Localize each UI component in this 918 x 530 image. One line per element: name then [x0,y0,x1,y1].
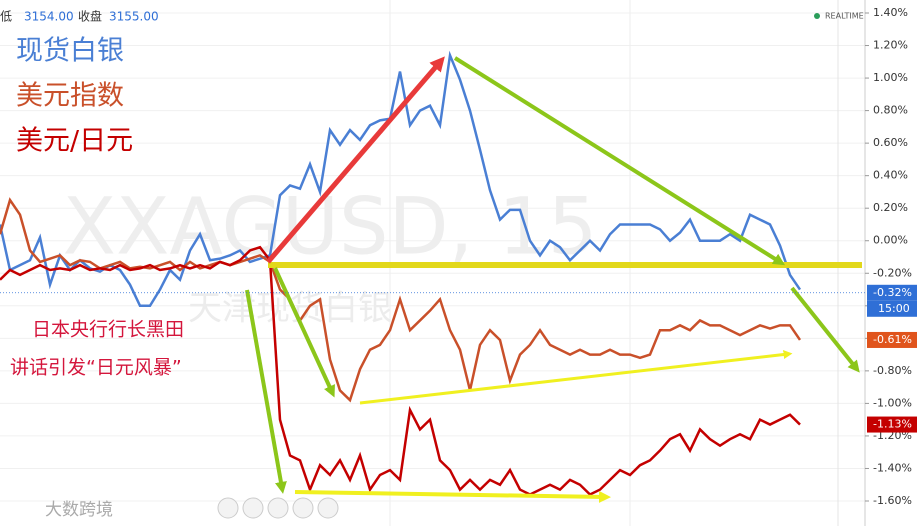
price-tag [867,416,917,433]
arrow [453,56,786,266]
time-tag [867,300,917,317]
button[interactable] [217,497,239,519]
y-tick-label: 0.60% [873,136,908,149]
arrow [294,490,611,503]
header: 收盘 [78,9,102,24]
y-tick-label: 0.20% [873,201,908,214]
y-tick-label: 0.80% [873,104,908,117]
header: 低 [0,10,12,24]
price-tag-label: -0.32% [873,286,912,299]
live-dot [814,13,820,19]
arrow [790,286,860,373]
button[interactable] [242,497,264,519]
note: 日本央行行长黑田 [32,319,184,341]
watermark: 天津现货白银 [188,289,392,329]
arrow [266,56,445,264]
y-tick-label: 0.00% [873,234,908,247]
series-line [0,197,802,403]
price-tag-label: -0.61% [873,333,912,346]
toolbar [217,497,339,519]
arrow [273,267,335,398]
y-tick-label: 1.40% [873,6,908,19]
y-tick-label: -0.20% [873,266,912,279]
note: 讲话引发“日元风暴” [10,357,182,379]
button[interactable] [267,497,289,519]
y-tick-label: -1.60% [873,494,912,507]
arrow [359,350,793,405]
price-tag [867,331,917,348]
series-line [0,50,802,308]
y-tick-label: -0.80% [873,364,912,377]
series-line [0,245,801,497]
button[interactable] [292,497,314,519]
y-tick-label: -1.00% [873,396,912,409]
y-tick-label: 1.00% [873,71,908,84]
logo: 大数跨境 [45,500,113,520]
y-tick-label: 0.40% [873,169,908,182]
realtime: REALTIME [825,12,864,21]
watermark: XXAGUSD, 15 [63,182,598,272]
price-tag [867,284,917,301]
arrow [245,289,287,494]
y-tick-label: -1.40% [873,461,912,474]
legend-entry: 美元/日元 [16,126,133,157]
time-tag-label: 15:00 [878,302,910,315]
button[interactable] [317,497,339,519]
legend-entry: 美元指数 [16,81,124,112]
y-tick-label: 1.20% [873,39,908,52]
header: 3154.00 [24,10,74,24]
legend-entry: 现货白银 [16,36,124,67]
header: 3155.00 [109,10,159,24]
price-tag-label: -1.13% [873,418,912,431]
